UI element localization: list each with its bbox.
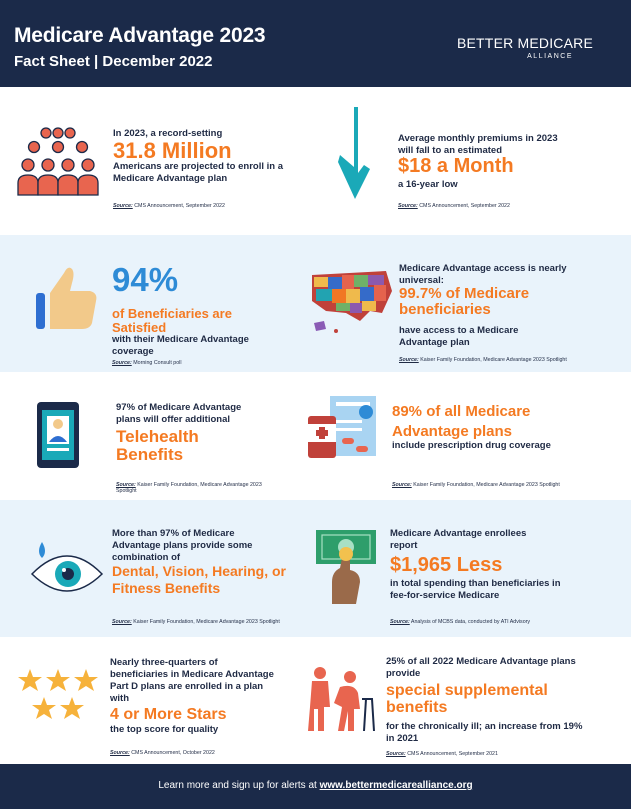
rx-source: Source: Kaiser Family Foundation, Medica…: [392, 482, 560, 488]
spending-intro: Medicare Advantage enrollees report: [390, 528, 527, 551]
satisfied-detail: with their Medicare Advantage coverage: [112, 334, 249, 357]
access-intro: Medicare Advantage access is nearly univ…: [399, 263, 567, 286]
stars-source: Source: CMS Announcement, October 2022: [110, 750, 215, 756]
stars-intro: Nearly three-quarters of beneficiaries i…: [110, 657, 274, 704]
stars-icon: [18, 669, 98, 719]
eye-icon: [30, 542, 104, 592]
row-satisfied-access: 94% of Beneficiaries are Satisfied with …: [0, 235, 631, 372]
dental-stat: Dental, Vision, Hearing, or Fitness Bene…: [112, 563, 287, 596]
telehealth-stat: Telehealth Benefits: [116, 427, 199, 464]
down-arrow-icon: [338, 107, 370, 199]
supplemental-intro: 25% of all 2022 Medicare Advantage plans…: [386, 656, 576, 679]
caregiver-icon: [308, 667, 375, 732]
supplemental-detail: for the chronically ill; an increase fro…: [386, 721, 583, 744]
money-hand-icon: [316, 530, 376, 604]
footer-link[interactable]: www.bettermedicarealliance.org: [319, 780, 473, 791]
satisfied-stat: of Beneficiaries are Satisfied: [112, 306, 232, 335]
stars-stat: 4 or More Stars: [110, 706, 227, 723]
spending-detail: in total spending than beneficiaries in …: [390, 578, 561, 601]
access-stat: 99.7% of Medicare beneficiaries: [399, 285, 530, 318]
enroll-detail: Americans are projected to enroll in a M…: [113, 161, 283, 184]
supplemental-source: Source: CMS Announcement, September 2021: [386, 751, 498, 757]
row-enroll-premium: In 2023, a record-setting 31.8 Million A…: [0, 87, 631, 235]
rx-stat: 89% of all Medicare Advantage plans: [392, 403, 531, 440]
dental-source: Source: Kaiser Family Foundation, Medica…: [112, 619, 280, 625]
premium-source: Source: CMS Announcement, September 2022: [398, 203, 510, 209]
page-title: Medicare Advantage 2023: [14, 24, 266, 47]
access-detail: have access to a Medicare Advantage plan: [399, 325, 519, 348]
premium-detail: a 16-year low: [398, 179, 458, 190]
satisfied-source: Source: Morning Consult poll: [112, 360, 182, 366]
rx-detail: include prescription drug coverage: [392, 440, 551, 451]
premium-intro: Average monthly premiums in 2023 will fa…: [398, 133, 558, 156]
dental-intro: More than 97% of Medicare Advantage plan…: [112, 528, 253, 563]
enroll-intro: In 2023, a record-setting: [113, 128, 223, 139]
people-group-icon: [17, 127, 99, 196]
telehealth-intro: 97% of Medicare Advantage plans will off…: [116, 402, 242, 425]
spending-source: Source: Analysis of MCBS data, conducted…: [390, 619, 531, 625]
access-source: Source: Kaiser Family Foundation, Medica…: [399, 357, 567, 363]
row-stars-supplemental: Nearly three-quarters of beneficiaries i…: [0, 637, 631, 764]
header: Medicare Advantage 2023 Fact Sheet | Dec…: [0, 0, 631, 87]
row-telehealth-rx: 97% of Medicare Advantage plans will off…: [0, 372, 631, 500]
footer-cta: Learn more and sign up for alerts at: [158, 780, 317, 791]
enroll-source: Source: CMS Announcement, September 2022: [113, 203, 225, 209]
logo-subtitle: ALLIANCE: [527, 53, 573, 60]
satisfied-percent: 94%: [112, 261, 179, 298]
enroll-stat: 31.8 Million: [113, 138, 232, 163]
stars-detail: the top score for quality: [110, 724, 219, 735]
spending-stat: $1,965 Less: [390, 554, 503, 576]
footer: Learn more and sign up for alerts at www…: [0, 764, 631, 809]
telehealth-source: Source: Kaiser Family Foundation, Medica…: [116, 482, 262, 494]
row-dental-spending: More than 97% of Medicare Advantage plan…: [0, 500, 631, 637]
page-subtitle: Fact Sheet | December 2022: [14, 53, 213, 70]
thumbs-up-icon: [36, 267, 97, 329]
us-map-icon: [312, 271, 392, 333]
footer-text: Learn more and sign up for alerts at www…: [0, 780, 631, 791]
logo-wordmark: BETTER MEDICARE: [456, 35, 593, 51]
prescription-icon: [308, 396, 376, 458]
tablet-doctor-icon: [37, 402, 79, 468]
supplemental-stat: special supplemental benefits: [386, 682, 548, 716]
premium-stat: $18 a Month: [398, 155, 514, 177]
